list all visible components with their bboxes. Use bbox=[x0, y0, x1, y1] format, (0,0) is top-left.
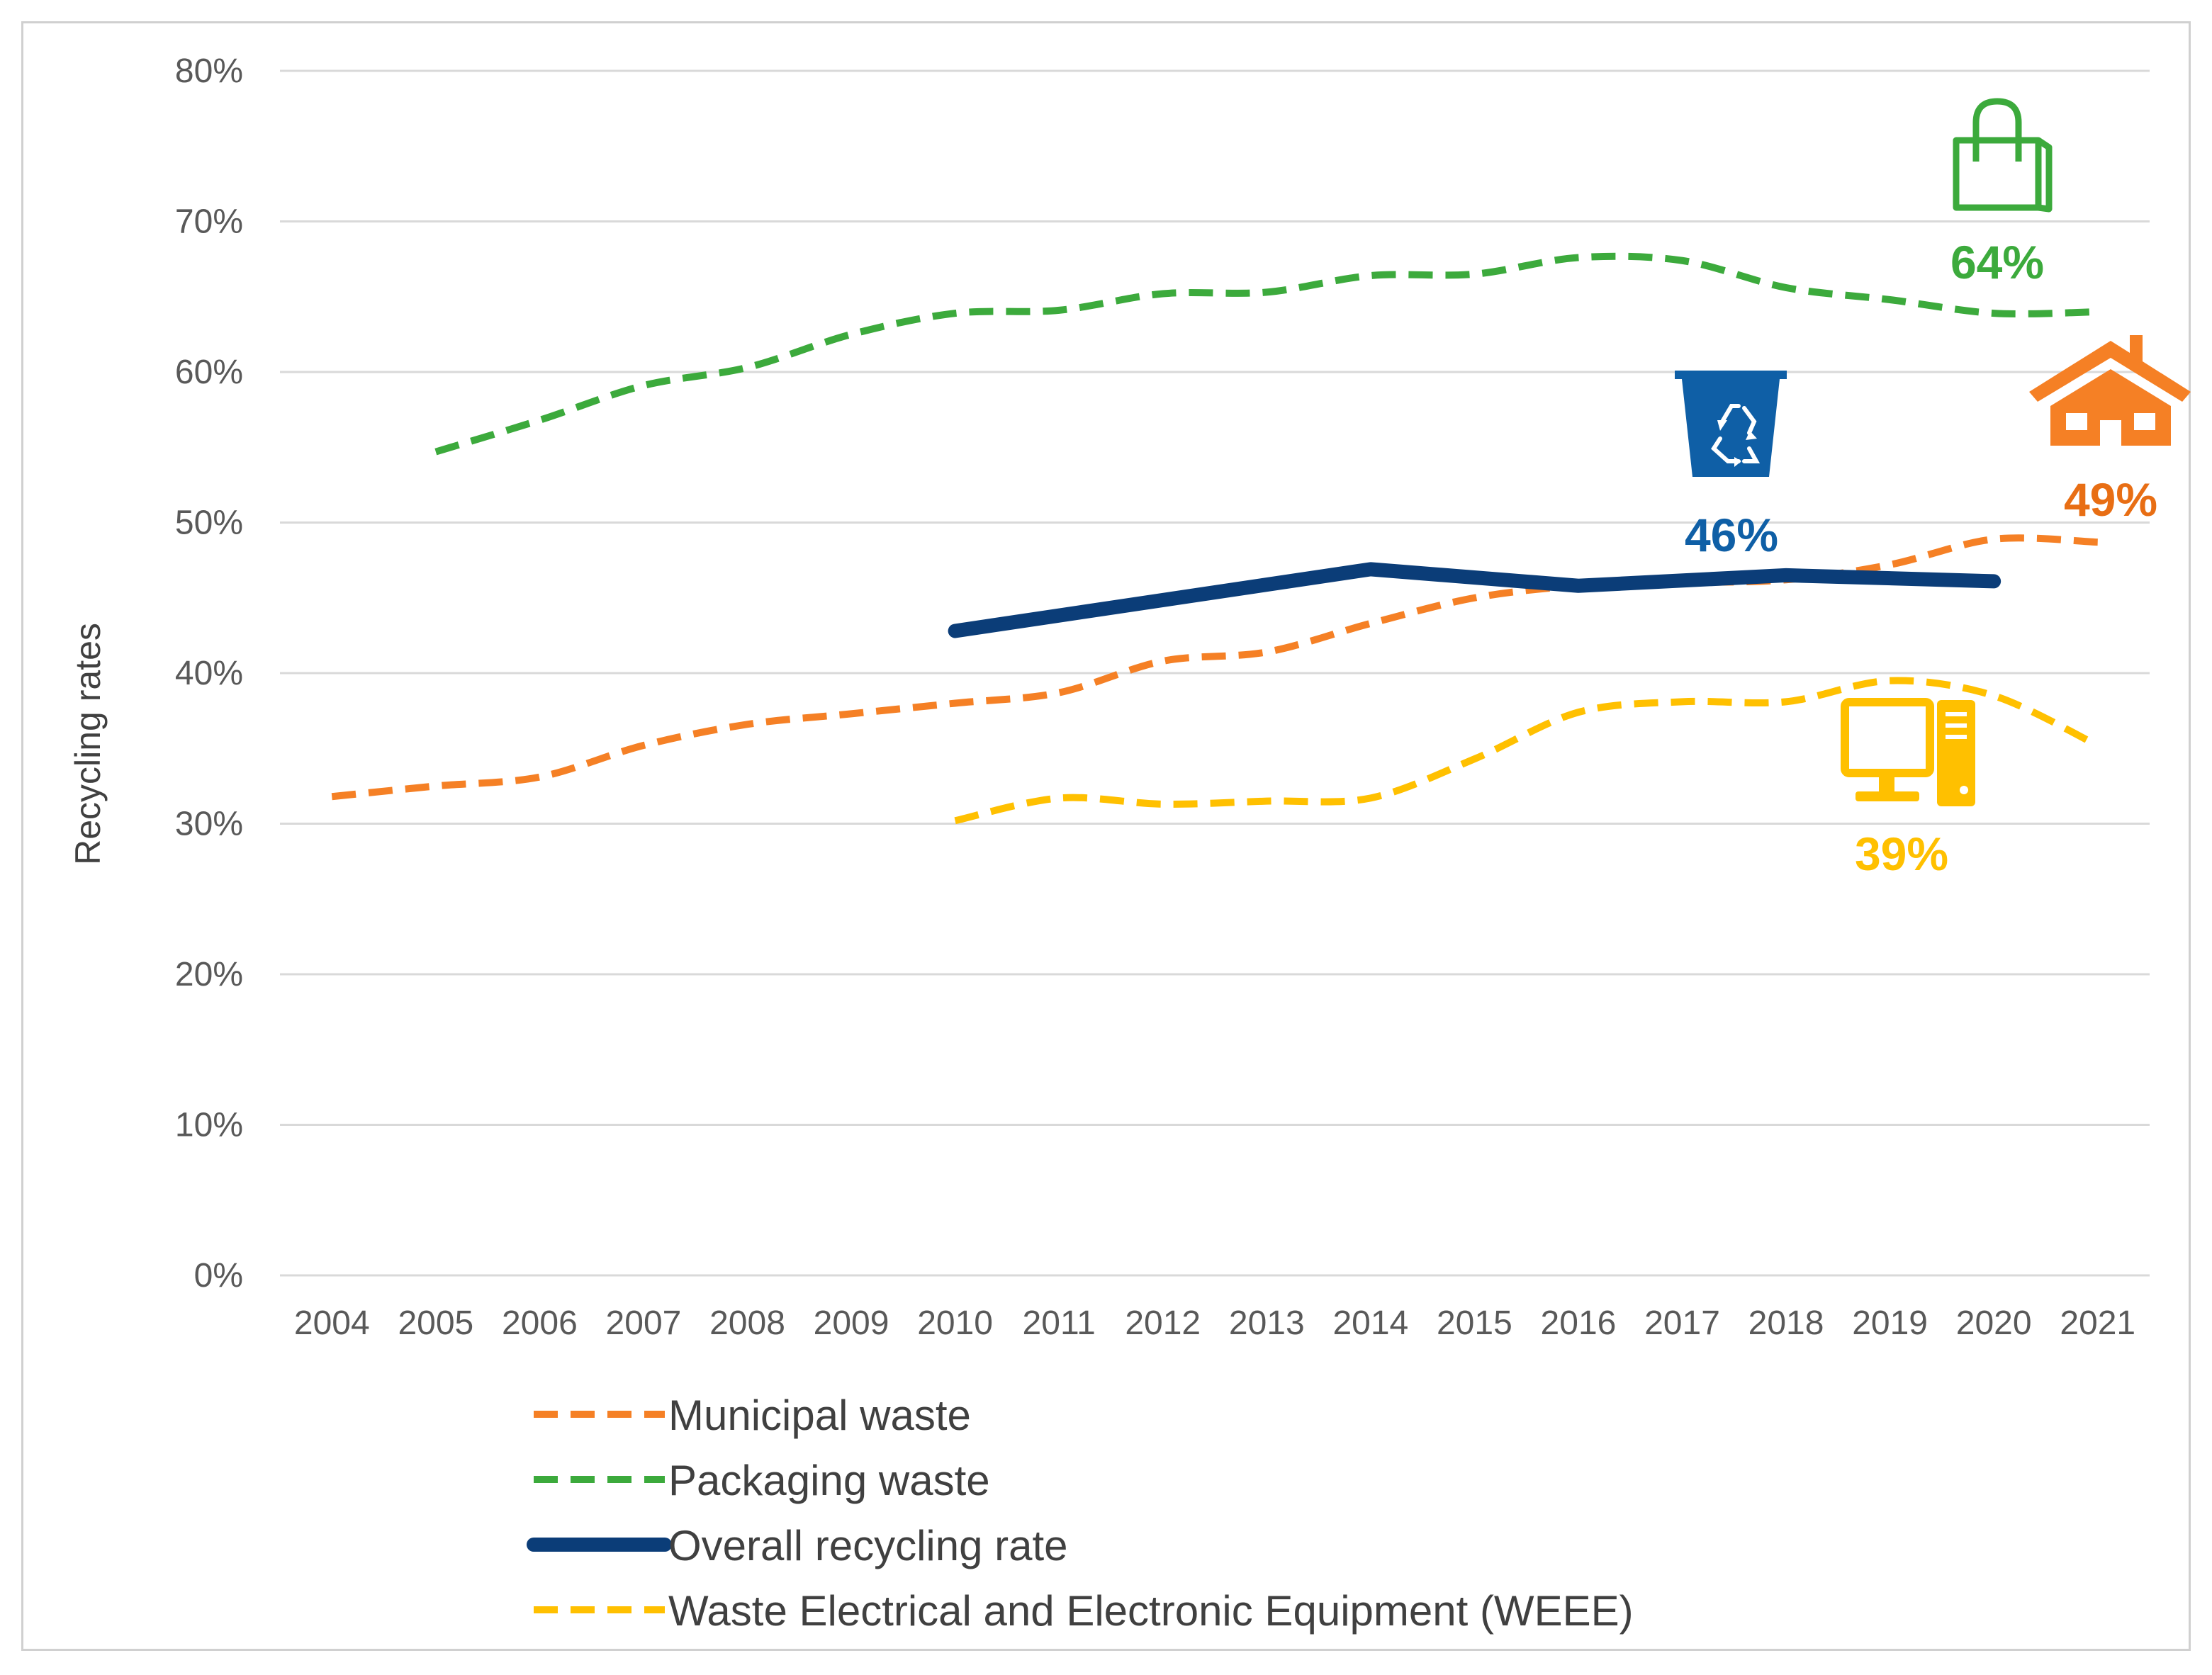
y-tick-label: 50% bbox=[175, 504, 243, 542]
packaging-value-label: 64% bbox=[1950, 236, 2044, 288]
legend-label-packaging: Packaging waste bbox=[668, 1457, 990, 1504]
y-tick-label: 80% bbox=[175, 52, 243, 90]
x-tick-label: 2013 bbox=[1229, 1304, 1305, 1342]
series-line-weee bbox=[954, 677, 2099, 825]
x-tick-label: 2011 bbox=[1023, 1304, 1096, 1342]
x-tick-label: 2004 bbox=[294, 1304, 370, 1342]
legend-label-overall: Overall recycling rate bbox=[668, 1522, 1068, 1569]
y-tick-label: 60% bbox=[175, 354, 243, 391]
legend-label-weee: Waste Electrical and Electronic Equipmen… bbox=[668, 1587, 1634, 1635]
x-tick-label: 2006 bbox=[502, 1304, 578, 1342]
legend-item-weee[interactable]: Waste Electrical and Electronic Equipmen… bbox=[534, 1587, 1634, 1635]
x-tick-label: 2012 bbox=[1125, 1304, 1201, 1342]
municipal-value-label: 49% bbox=[2064, 473, 2157, 526]
x-tick-label: 2014 bbox=[1332, 1304, 1408, 1342]
series-line-packaging bbox=[434, 252, 2098, 456]
legend-label-municipal: Municipal waste bbox=[668, 1392, 971, 1439]
y-tick-label: 30% bbox=[175, 806, 243, 843]
legend-item-municipal[interactable]: Municipal waste bbox=[534, 1392, 971, 1439]
x-tick-label: 2020 bbox=[1956, 1304, 2032, 1342]
y-tick-label: 40% bbox=[175, 655, 243, 692]
x-tick-label: 2015 bbox=[1437, 1304, 1512, 1342]
x-tick-label: 2007 bbox=[606, 1304, 682, 1342]
y-tick-label: 70% bbox=[175, 203, 243, 241]
recycling-rates-chart: 0%10%20%30%40%50%60%70%80% 2004 2005 2006 2… bbox=[68, 52, 2191, 1635]
house-icon bbox=[2029, 335, 2191, 446]
x-tick-label: 2016 bbox=[1541, 1304, 1617, 1342]
chart-frame: 0% 10% 20% 30% 40% 50% 60% 70% 80% 2004 2005 2006 2… bbox=[21, 21, 2191, 1651]
x-tick-label: 2010 bbox=[917, 1304, 993, 1342]
x-tick-label: 2008 bbox=[709, 1304, 785, 1342]
y-tick-label: 10% bbox=[175, 1107, 243, 1144]
shopping-bag-icon bbox=[1953, 98, 2053, 213]
computer-icon bbox=[1841, 698, 1975, 806]
data-series bbox=[331, 252, 2099, 825]
weee-value-label: 39% bbox=[1855, 828, 1948, 880]
x-tick-label: 2018 bbox=[1748, 1304, 1824, 1342]
recycling-bin-icon bbox=[1675, 371, 1787, 477]
y-tick-label: 0% bbox=[194, 1257, 243, 1295]
series-line-overall bbox=[948, 562, 2002, 638]
overall-value-label: 46% bbox=[1685, 509, 1778, 561]
x-axis-ticks: 2004 2005 2006 2007 2008 2009 2010 2011 2012 2013… bbox=[294, 1304, 2135, 1342]
x-tick-label: 2019 bbox=[1852, 1304, 1928, 1342]
legend-item-packaging[interactable]: Packaging waste bbox=[534, 1457, 990, 1504]
x-tick-label: 2017 bbox=[1644, 1304, 1720, 1342]
x-tick-label: 2021 bbox=[2060, 1304, 2135, 1342]
x-tick-label: 2009 bbox=[814, 1304, 889, 1342]
x-tick-label: 2005 bbox=[398, 1304, 473, 1342]
legend: Municipal waste Packaging waste Overall … bbox=[527, 1392, 1634, 1635]
legend-item-overall[interactable]: Overall recycling rate bbox=[527, 1522, 1068, 1569]
gridlines bbox=[280, 69, 2150, 1277]
y-axis-ticks: 0% 10% 20% 30% 40% 50% 60% 70% 80% bbox=[175, 52, 243, 1295]
y-axis-title: Recycling rates bbox=[68, 623, 108, 865]
y-tick-label: 20% bbox=[175, 956, 243, 993]
